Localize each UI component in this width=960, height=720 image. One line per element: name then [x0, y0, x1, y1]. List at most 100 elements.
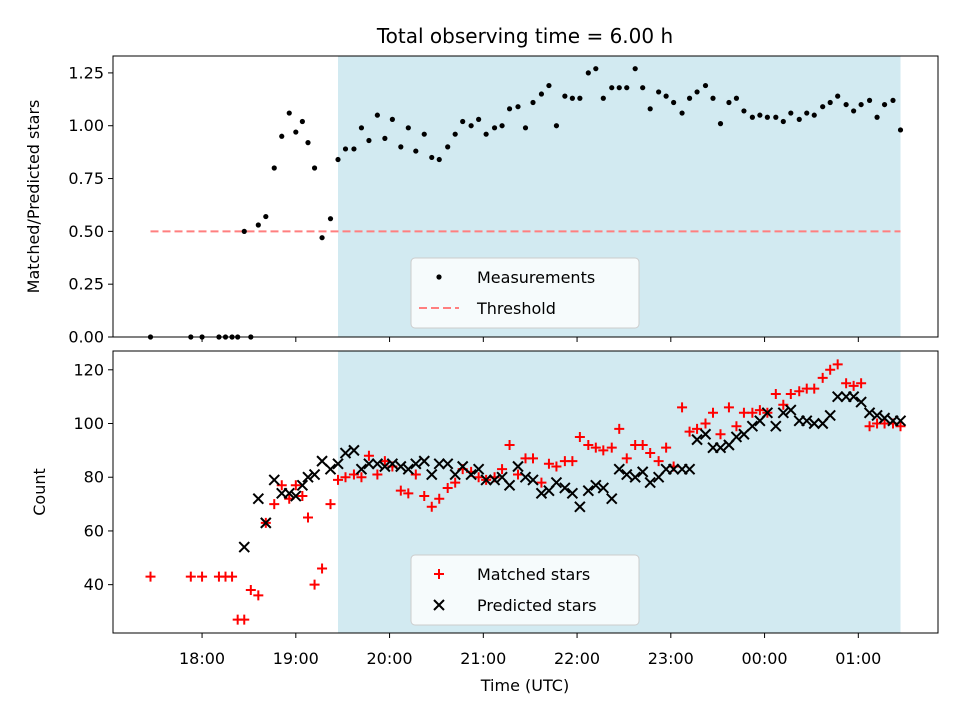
bottom-point: [309, 579, 320, 590]
top-point: [788, 110, 794, 116]
bottom-point: [621, 468, 633, 481]
bottom-point: [197, 571, 208, 582]
top-legend: Measurements Threshold: [410, 257, 640, 329]
bottom-point: [614, 423, 625, 434]
top-point: [389, 116, 395, 122]
top-point: [671, 99, 677, 106]
bottom-point: [410, 458, 422, 470]
top-point: [421, 131, 427, 137]
bottom-point: [777, 407, 790, 419]
top-point: [358, 125, 365, 131]
bottom-y-axis-title: Count: [30, 468, 49, 516]
bottom-point: [497, 464, 508, 475]
bottom-point: [308, 468, 321, 481]
top-point: [890, 97, 896, 103]
top-point: [640, 85, 646, 91]
bottom-point: [863, 407, 876, 419]
bottom-point: [283, 487, 295, 500]
bottom-point: [434, 493, 445, 504]
bottom-point: [317, 563, 328, 574]
bottom-point: [238, 541, 250, 553]
top-point: [538, 91, 545, 97]
bottom-point: [832, 359, 843, 370]
bottom-point: [667, 463, 680, 475]
bottom-legend-box: [410, 554, 640, 626]
bottom-point: [527, 474, 539, 486]
top-point: [843, 101, 849, 108]
bottom-point: [536, 477, 547, 488]
top-point: [476, 116, 482, 122]
bottom-point: [419, 491, 430, 502]
top-point: [351, 146, 357, 152]
bottom-series-1: [238, 390, 907, 553]
top-point: [811, 112, 817, 118]
top-point: [764, 114, 770, 120]
top-point: [866, 97, 873, 103]
bottom-point: [574, 431, 585, 442]
bottom-point: [683, 463, 696, 475]
top-panel: 0.00 0.25 0.50 0.75 1.00 1.25 Matched/Predicte…: [24, 55, 939, 347]
top-point: [436, 156, 442, 163]
bottom-point: [512, 460, 524, 473]
top-point: [562, 93, 568, 99]
x-tick-label: 18:00: [179, 649, 225, 668]
bottom-point: [535, 487, 548, 500]
top-point: [382, 135, 388, 141]
bottom-point: [371, 458, 384, 470]
bottom-point: [754, 405, 765, 416]
top-point: [279, 133, 285, 139]
top-y-tick-label: 1.25: [68, 63, 104, 82]
bottom-point: [731, 421, 742, 432]
top-point: [577, 95, 583, 101]
top-point: [255, 222, 261, 228]
top-y-tick-label: 0.00: [68, 328, 104, 347]
bottom-point: [691, 433, 703, 446]
bottom-point: [738, 407, 749, 418]
bottom-point: [559, 482, 571, 494]
top-point: [319, 235, 325, 241]
bottom-point: [629, 471, 641, 483]
bottom-point: [637, 440, 648, 450]
bottom-point: [606, 442, 617, 453]
top-point: [616, 85, 622, 91]
top-point: [717, 121, 724, 127]
bottom-point: [770, 388, 781, 399]
bottom-point: [785, 388, 796, 399]
bottom-point: [761, 407, 774, 419]
bottom-point: [442, 482, 453, 493]
bottom-point: [598, 445, 609, 456]
bottom-point: [543, 458, 554, 469]
top-point: [858, 101, 864, 108]
top-point: [702, 82, 709, 89]
top-point: [342, 146, 349, 152]
top-point: [632, 66, 638, 72]
bottom-point: [402, 463, 415, 475]
top-point: [741, 108, 747, 114]
bottom-point: [290, 480, 301, 491]
bottom-point: [356, 472, 367, 483]
bottom-point: [348, 444, 360, 457]
bottom-point: [472, 463, 485, 475]
bottom-point: [636, 466, 649, 478]
bottom-point: [441, 458, 454, 470]
bottom-point: [785, 404, 797, 416]
bottom-point: [504, 440, 515, 450]
x-tick-label: 20:00: [367, 649, 413, 668]
bottom-point: [715, 429, 726, 440]
top-point: [305, 140, 311, 146]
top-point: [647, 106, 653, 112]
top-point: [366, 137, 372, 144]
bottom-point: [551, 461, 562, 472]
bottom-point: [386, 458, 399, 470]
top-point: [530, 99, 536, 106]
bottom-point: [488, 474, 501, 486]
bottom-point: [677, 402, 688, 413]
bottom-point: [395, 460, 407, 473]
bottom-point: [302, 471, 314, 483]
bottom-point: [185, 571, 196, 582]
bottom-point: [426, 468, 438, 481]
top-point: [773, 114, 779, 120]
top-point: [553, 123, 560, 129]
bottom-point: [340, 472, 351, 483]
bottom-point: [269, 499, 280, 510]
